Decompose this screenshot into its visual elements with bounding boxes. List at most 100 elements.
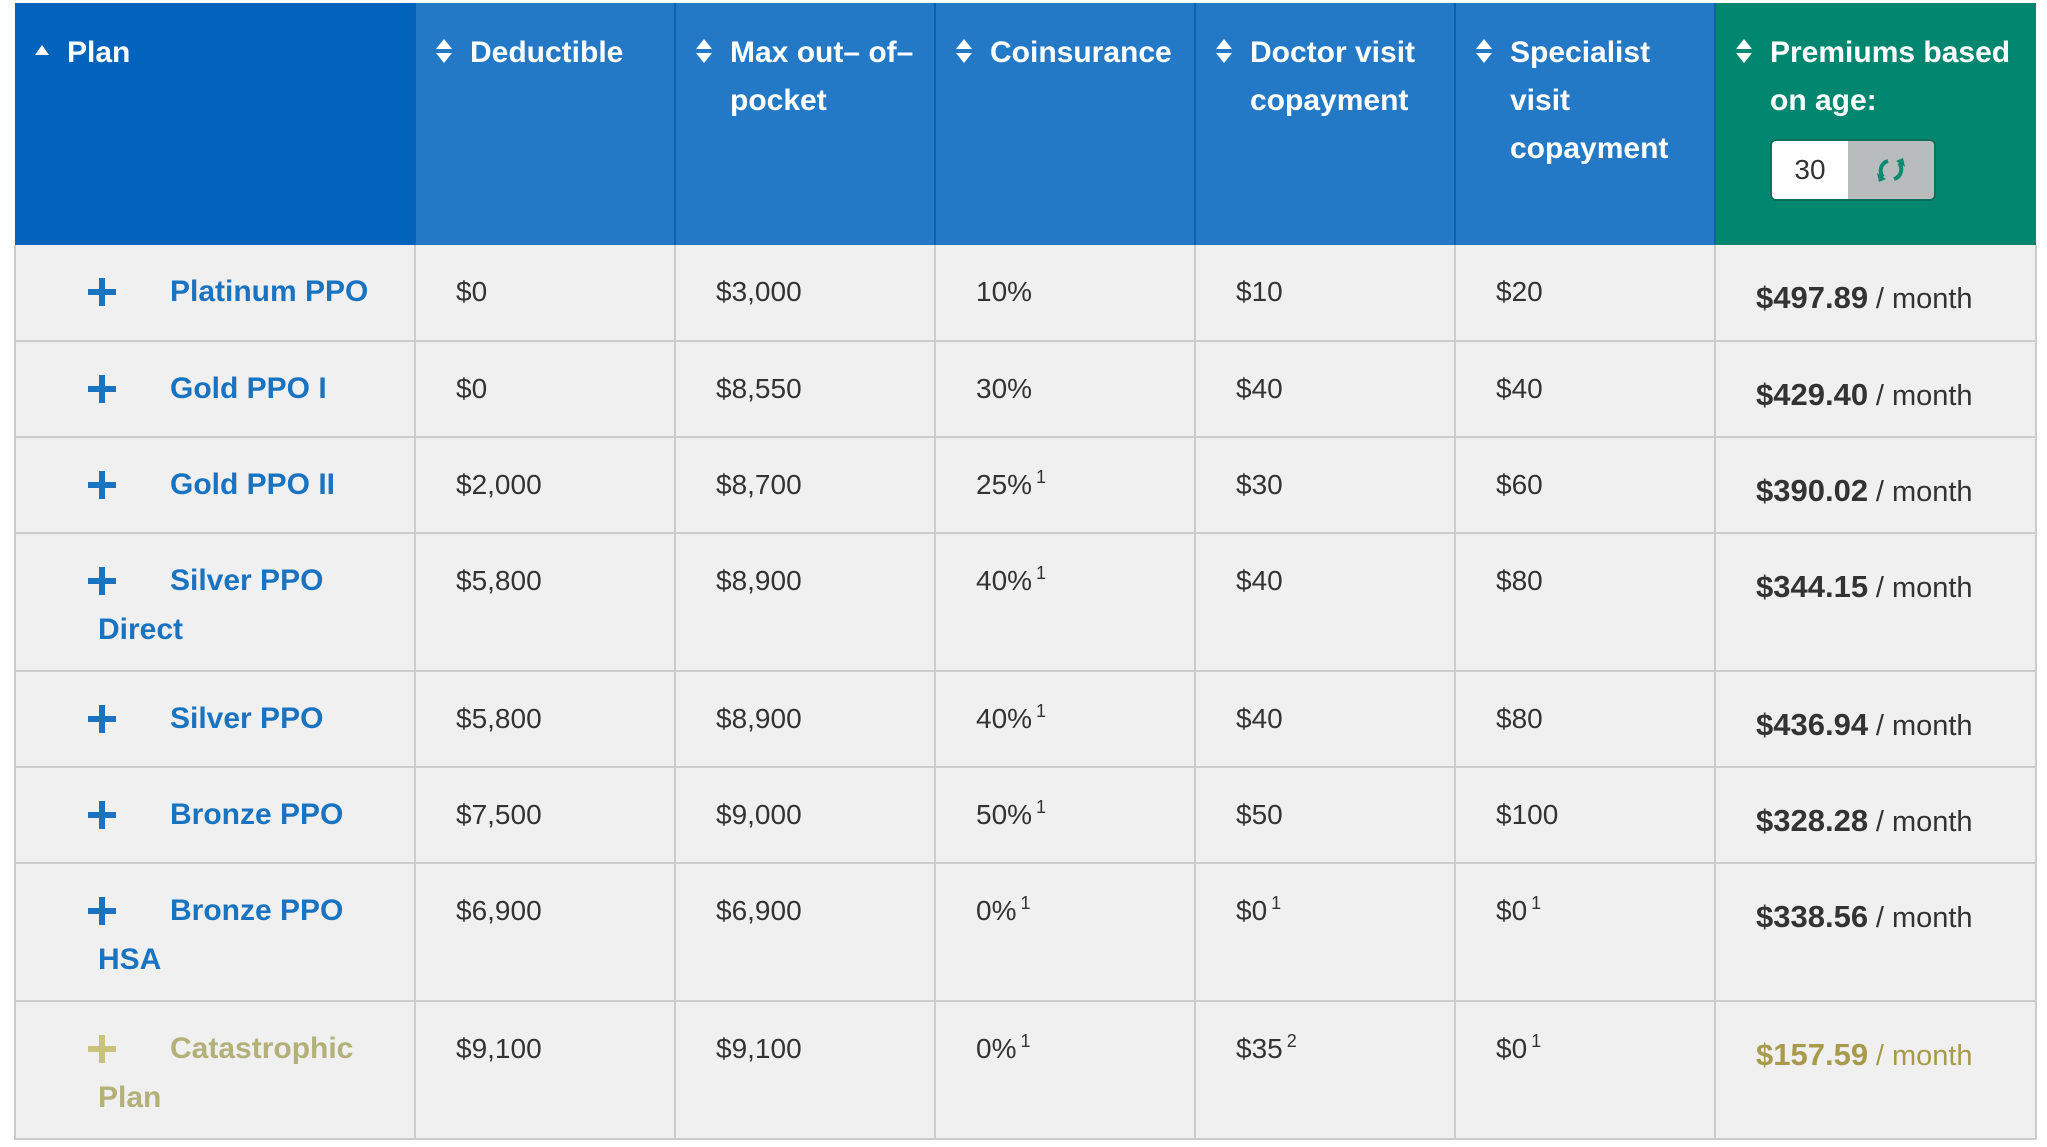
plus-icon[interactable] <box>88 1035 116 1063</box>
doctor-copay-value: $50 <box>1236 799 1283 830</box>
plan-name-link[interactable]: Platinum PPO <box>170 275 369 308</box>
max-oop-value: $3,000 <box>716 276 802 307</box>
header-premiums-label: Premiums based on age: <box>1770 36 2011 117</box>
doctor-copay-cell: $40 <box>1195 671 1456 768</box>
refresh-button[interactable] <box>1848 141 1934 199</box>
specialist-copay-cell: $40 <box>1455 341 1716 438</box>
max-oop-cell: $3,000 <box>675 245 936 342</box>
sort-icon[interactable] <box>1736 29 1770 63</box>
coinsurance-cell: 0% 1 <box>935 1001 1196 1140</box>
table-row: Catastrophic Plan $9,100 $9,100 0% 1 $35 2… <box>14 1001 2037 1140</box>
coinsurance-footnote: 1 <box>1036 563 1047 583</box>
sort-icon[interactable] <box>1216 29 1250 63</box>
coinsurance-footnote: 1 <box>1020 893 1031 913</box>
coinsurance-value: 0% <box>976 1033 1017 1064</box>
header-max-oop-label: Max out– of–pocket <box>730 36 914 117</box>
coinsurance-cell: 30% <box>935 341 1196 438</box>
plan-name-link[interactable]: Gold PPO II <box>170 468 336 501</box>
header-max-oop[interactable]: Max out– of–pocket <box>675 3 936 245</box>
plan-name-link[interactable]: Catastrophic <box>170 1032 354 1065</box>
deductible-value: $2,000 <box>456 469 542 500</box>
max-oop-value: $9,100 <box>716 1033 802 1064</box>
plan-name-link[interactable]: Bronze PPO <box>170 894 344 927</box>
coinsurance-cell: 25% 1 <box>935 437 1196 534</box>
max-oop-value: $9,000 <box>716 799 802 830</box>
plus-icon[interactable] <box>88 567 116 595</box>
plan-name-link[interactable]: Silver PPO <box>170 564 324 597</box>
max-oop-value: $8,900 <box>716 565 802 596</box>
table-row: Bronze PPO HSA $6,900 $6,900 0% 1 $0 1 $0 1… <box>14 863 2037 1002</box>
sort-icon[interactable] <box>956 29 990 63</box>
specialist-copay-cell: $0 1 <box>1455 863 1716 1002</box>
max-oop-cell: $9,000 <box>675 767 936 864</box>
max-oop-value: $8,900 <box>716 703 802 734</box>
specialist-copay-cell: $100 <box>1455 767 1716 864</box>
coinsurance-footnote: 1 <box>1020 1031 1031 1051</box>
premium-value: $344.15 <box>1756 569 1869 604</box>
table-row: Gold PPO I $0 $8,550 30% $40 $40 $429.40… <box>14 341 2037 438</box>
max-oop-cell: $8,900 <box>675 671 936 768</box>
coinsurance-footnote: 1 <box>1036 701 1047 721</box>
plan-name-continued[interactable]: HSA <box>98 943 162 976</box>
deductible-cell: $9,100 <box>415 1001 676 1140</box>
age-input[interactable] <box>1772 141 1848 199</box>
plan-name-link[interactable]: Silver PPO <box>170 702 324 735</box>
specialist-copay-cell: $80 <box>1455 533 1716 672</box>
deductible-value: $0 <box>456 276 488 307</box>
plus-icon[interactable] <box>88 705 116 733</box>
premium-period: / month <box>1875 380 1973 412</box>
premium-cell: $390.02 / month <box>1715 437 2037 534</box>
specialist-copay-footnote: 1 <box>1531 893 1542 913</box>
plan-cell: Silver PPO <box>14 671 416 768</box>
header-specialist-copay[interactable]: Specialist visit copayment <box>1455 3 1716 245</box>
plus-icon[interactable] <box>88 801 116 829</box>
sort-ascending-icon[interactable] <box>35 29 67 55</box>
specialist-copay-value: $60 <box>1496 469 1543 500</box>
plus-icon[interactable] <box>88 471 116 499</box>
premium-period: / month <box>1875 806 1973 838</box>
sort-icon[interactable] <box>436 29 470 63</box>
specialist-copay-value: $100 <box>1496 799 1559 830</box>
premium-cell: $338.56 / month <box>1715 863 2037 1002</box>
plus-icon[interactable] <box>88 375 116 403</box>
plan-name-continued[interactable]: Direct <box>98 613 184 646</box>
doctor-copay-cell: $40 <box>1195 341 1456 438</box>
plans-comparison-table: Plan Deductible Max out– of–pocket Coins… <box>14 3 2037 1140</box>
doctor-copay-cell: $35 2 <box>1195 1001 1456 1140</box>
sort-icon[interactable] <box>696 29 730 63</box>
plan-cell: Bronze PPO <box>14 767 416 864</box>
plan-name-continued[interactable]: Plan <box>98 1081 162 1114</box>
premium-value: $390.02 <box>1756 473 1869 508</box>
header-doctor-copay[interactable]: Doctor visit copayment <box>1195 3 1456 245</box>
header-deductible-label: Deductible <box>470 36 624 69</box>
coinsurance-value: 40% <box>976 565 1033 596</box>
premium-value: $157.59 <box>1756 1037 1869 1072</box>
specialist-copay-cell: $80 <box>1455 671 1716 768</box>
deductible-value: $9,100 <box>456 1033 542 1064</box>
specialist-copay-value: $40 <box>1496 373 1543 404</box>
doctor-copay-value: $10 <box>1236 276 1283 307</box>
header-coinsurance[interactable]: Coinsurance <box>935 3 1196 245</box>
doctor-copay-footnote: 2 <box>1286 1031 1297 1051</box>
doctor-copay-value: $40 <box>1236 703 1283 734</box>
coinsurance-value: 25% <box>976 469 1033 500</box>
plus-icon[interactable] <box>88 278 116 306</box>
plan-cell: Gold PPO I <box>14 341 416 438</box>
coinsurance-value: 30% <box>976 373 1033 404</box>
max-oop-value: $8,550 <box>716 373 802 404</box>
header-deductible[interactable]: Deductible <box>415 3 676 245</box>
coinsurance-value: 40% <box>976 703 1033 734</box>
premium-cell: $497.89 / month <box>1715 245 2037 342</box>
header-plan[interactable]: Plan <box>15 3 416 245</box>
doctor-copay-cell: $50 <box>1195 767 1456 864</box>
plus-icon[interactable] <box>88 897 116 925</box>
plan-name-link[interactable]: Gold PPO I <box>170 372 327 405</box>
header-premiums[interactable]: Premiums based on age: <box>1715 3 2036 245</box>
plan-name-link[interactable]: Bronze PPO <box>170 798 344 831</box>
premium-cell: $328.28 / month <box>1715 767 2037 864</box>
coinsurance-footnote: 1 <box>1036 797 1047 817</box>
specialist-copay-footnote: 1 <box>1531 1031 1542 1051</box>
deductible-cell: $0 <box>415 245 676 342</box>
sort-icon[interactable] <box>1476 29 1510 63</box>
deductible-value: $5,800 <box>456 565 542 596</box>
